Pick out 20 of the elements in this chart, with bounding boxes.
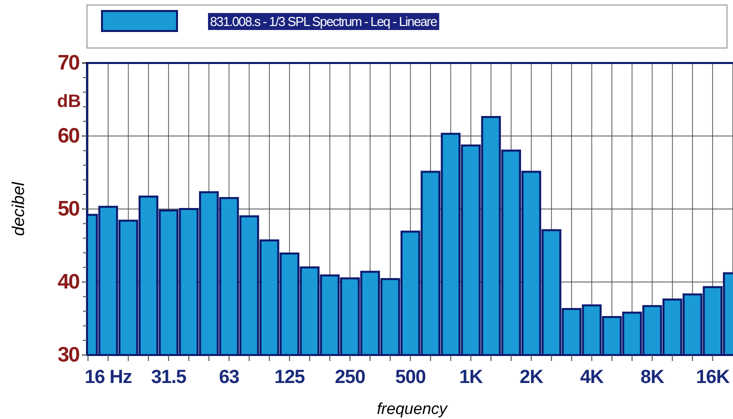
x-tick-label: 125 xyxy=(274,367,306,388)
x-tick-label: 16 Hz xyxy=(84,367,132,388)
x-tick-label: 4K xyxy=(580,367,604,388)
x-axis-title: frequency xyxy=(376,401,448,418)
x-tick-label: 1K xyxy=(459,367,484,388)
x-tick-label: 16K xyxy=(696,367,730,388)
x-tick-label: 8K xyxy=(640,367,665,388)
y-tick-label: 70 xyxy=(58,52,80,75)
y-tick-label: 40 xyxy=(58,270,80,294)
x-tick-label: 2K xyxy=(520,367,544,388)
y-tick-label: 30 xyxy=(58,344,80,367)
y-axis-title: decibel xyxy=(9,180,28,236)
x-tick-label: 31.5 xyxy=(151,367,188,388)
y-tick-label: 50 xyxy=(58,198,80,221)
text: dB xyxy=(57,91,81,111)
x-tick-label: 250 xyxy=(334,367,366,388)
x-tick-label: 63 xyxy=(218,367,240,388)
text: 831.008.s - 1/3 SPL Spectrum - Leq - Lineare xyxy=(210,14,438,29)
y-tick-label: 60 xyxy=(58,124,80,148)
x-tick-label: 500 xyxy=(395,367,426,388)
